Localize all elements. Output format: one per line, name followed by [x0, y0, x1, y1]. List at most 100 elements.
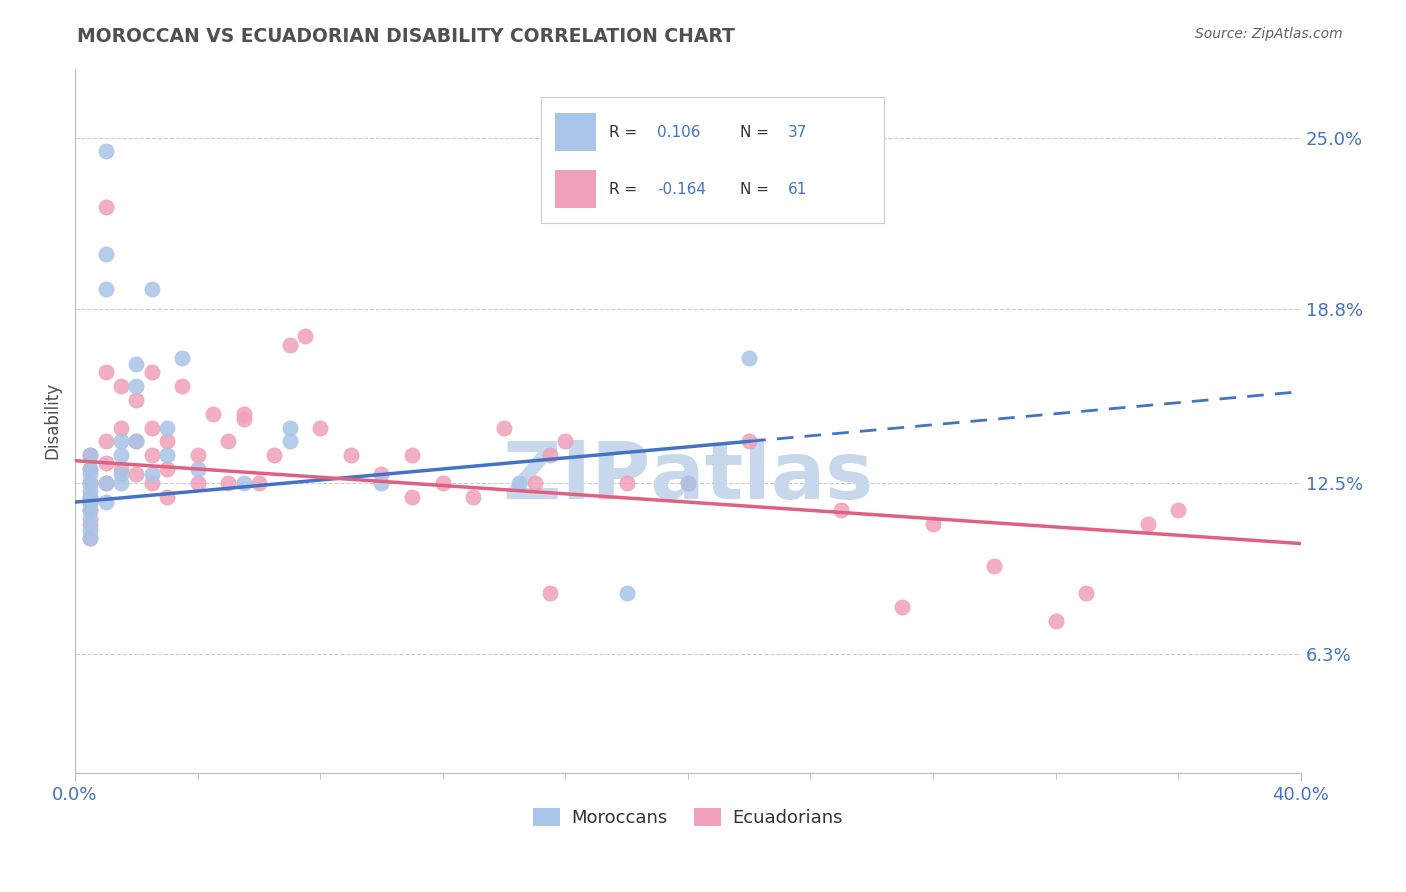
Point	[141, 448, 163, 462]
Point	[432, 475, 454, 490]
Point	[1045, 614, 1067, 628]
Point	[79, 531, 101, 545]
Point	[616, 475, 638, 490]
Point	[172, 379, 194, 393]
Point	[94, 246, 117, 260]
Point	[110, 462, 132, 476]
Point	[370, 475, 392, 490]
Point	[79, 448, 101, 462]
Point	[79, 462, 101, 476]
Point	[232, 412, 254, 426]
Point	[156, 434, 179, 449]
Point	[125, 392, 148, 407]
Point	[217, 475, 239, 490]
Point	[79, 490, 101, 504]
Point	[141, 420, 163, 434]
Point	[156, 448, 179, 462]
Point	[125, 434, 148, 449]
Point	[891, 600, 914, 615]
Point	[141, 282, 163, 296]
Point	[278, 434, 301, 449]
Point	[110, 475, 132, 490]
Point	[523, 475, 546, 490]
Point	[340, 448, 363, 462]
Point	[401, 448, 423, 462]
Point	[79, 517, 101, 532]
Point	[79, 503, 101, 517]
Point	[401, 490, 423, 504]
Point	[508, 475, 530, 490]
Point	[94, 475, 117, 490]
Point	[922, 517, 945, 532]
Point	[79, 523, 101, 537]
Point	[232, 475, 254, 490]
Point	[263, 448, 285, 462]
Point	[79, 475, 101, 490]
Point	[141, 467, 163, 482]
Point	[94, 282, 117, 296]
Point	[738, 434, 761, 449]
Point	[278, 337, 301, 351]
Point	[141, 475, 163, 490]
Point	[830, 503, 852, 517]
Point	[79, 495, 101, 509]
Point	[94, 495, 117, 509]
Point	[676, 475, 699, 490]
Point	[125, 379, 148, 393]
Point	[232, 407, 254, 421]
Point	[79, 531, 101, 545]
Point	[616, 586, 638, 600]
Point	[110, 379, 132, 393]
Text: Source: ZipAtlas.com: Source: ZipAtlas.com	[1195, 27, 1343, 41]
Legend: Moroccans, Ecuadorians: Moroccans, Ecuadorians	[526, 800, 851, 834]
Point	[110, 420, 132, 434]
Point	[79, 484, 101, 499]
Point	[156, 490, 179, 504]
Text: ZIP​atlas: ZIP​atlas	[503, 438, 873, 516]
Point	[1136, 517, 1159, 532]
Point	[94, 365, 117, 379]
Point	[79, 503, 101, 517]
Point	[125, 434, 148, 449]
Point	[94, 200, 117, 214]
Point	[156, 462, 179, 476]
Point	[463, 490, 485, 504]
Point	[217, 434, 239, 449]
Point	[1167, 503, 1189, 517]
Point	[79, 475, 101, 490]
Point	[94, 457, 117, 471]
Point	[79, 462, 101, 476]
Point	[79, 467, 101, 482]
Point	[172, 351, 194, 366]
Point	[94, 475, 117, 490]
Point	[79, 490, 101, 504]
Point	[1076, 586, 1098, 600]
Point	[94, 434, 117, 449]
Point	[187, 462, 209, 476]
Point	[294, 329, 316, 343]
Point	[125, 467, 148, 482]
Point	[156, 420, 179, 434]
Point	[538, 448, 561, 462]
Point	[79, 495, 101, 509]
Point	[79, 511, 101, 525]
Y-axis label: Disability: Disability	[44, 382, 60, 459]
Point	[187, 448, 209, 462]
Point	[247, 475, 270, 490]
Point	[278, 420, 301, 434]
Point	[94, 145, 117, 159]
Point	[370, 467, 392, 482]
Point	[676, 475, 699, 490]
Point	[201, 407, 224, 421]
Point	[79, 448, 101, 462]
Point	[492, 420, 515, 434]
Point	[983, 558, 1005, 573]
Point	[110, 448, 132, 462]
Point	[141, 365, 163, 379]
Point	[309, 420, 332, 434]
Point	[125, 357, 148, 371]
Point	[187, 475, 209, 490]
Text: MOROCCAN VS ECUADORIAN DISABILITY CORRELATION CHART: MOROCCAN VS ECUADORIAN DISABILITY CORREL…	[77, 27, 735, 45]
Point	[110, 434, 132, 449]
Point	[554, 434, 576, 449]
